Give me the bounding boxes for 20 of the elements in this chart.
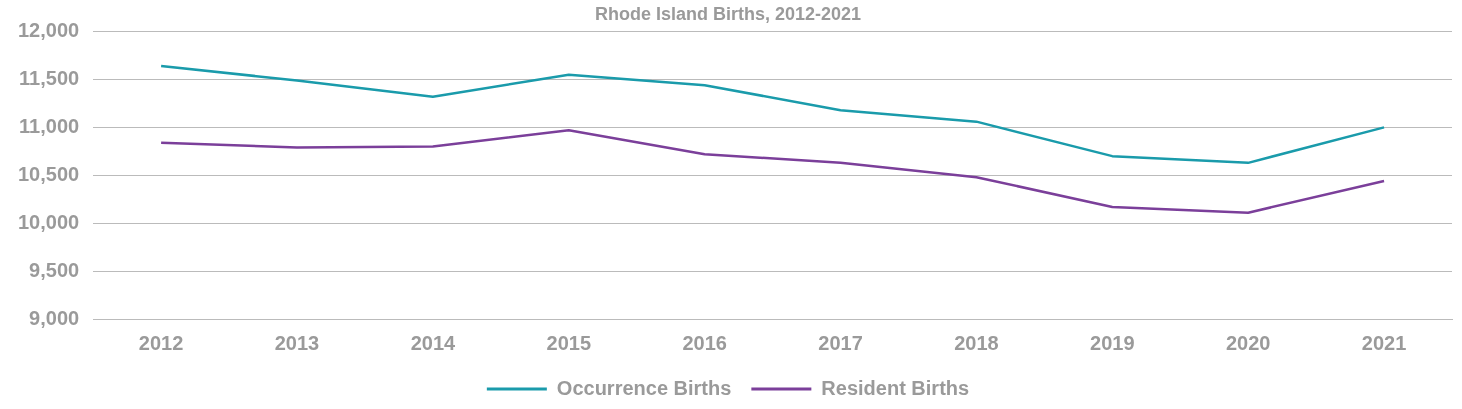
legend-label: Resident Births xyxy=(821,376,970,399)
x-tick-label: 2016 xyxy=(682,331,727,354)
chart-title: Rhode Island Births, 2012-2021 xyxy=(594,3,862,24)
x-tick-label: 2015 xyxy=(546,331,592,354)
x-tick-label: 2019 xyxy=(1090,331,1135,354)
y-tick-label: 12,000 xyxy=(18,19,80,42)
y-tick-label: 11,000 xyxy=(19,114,80,137)
x-tick-label: 2013 xyxy=(274,331,320,354)
y-tick-label: 10,000 xyxy=(18,210,80,233)
x-tick-label: 2021 xyxy=(1361,331,1407,354)
x-tick-label: 2012 xyxy=(138,331,184,354)
legend-label: Occurrence Births xyxy=(556,376,732,399)
y-tick-label: 10,500 xyxy=(18,162,80,185)
y-tick-label: 9,000 xyxy=(29,306,80,329)
x-tick-label: 2020 xyxy=(1225,331,1271,354)
x-tick-label: 2018 xyxy=(954,331,999,354)
x-tick-label: 2014 xyxy=(410,331,456,354)
y-tick-label: 11,500 xyxy=(19,67,80,90)
y-tick-label: 9,500 xyxy=(29,258,80,281)
x-tick-label: 2017 xyxy=(818,331,863,354)
